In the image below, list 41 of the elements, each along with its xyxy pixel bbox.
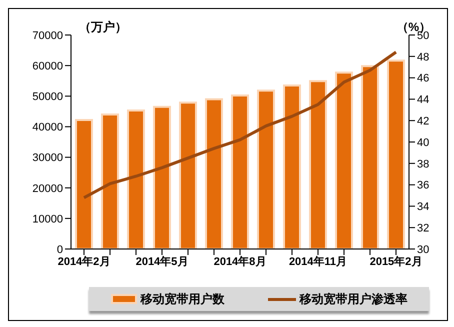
- bar: [361, 65, 379, 249]
- x-tick-label: 2014年8月: [214, 254, 266, 268]
- legend-label: 移动宽带用户渗透率: [300, 290, 408, 308]
- y2-tick-label: 30: [417, 244, 430, 256]
- y2-tick-label: 42: [417, 116, 430, 128]
- bar: [153, 106, 171, 249]
- bar: [75, 118, 93, 249]
- bar: [335, 72, 353, 249]
- y-tick-label: 70000: [32, 30, 63, 42]
- y2-tick-label: 50: [417, 30, 430, 42]
- y-tick-label: 30000: [32, 152, 63, 164]
- bar: [387, 60, 405, 249]
- bar: [127, 110, 145, 249]
- line-series: [82, 50, 398, 200]
- bar: [205, 98, 223, 249]
- y-axis-title: （万户）: [79, 19, 127, 36]
- y2-tick-label: 34: [417, 201, 430, 214]
- bar: [257, 90, 275, 249]
- y2-tick-label: 44: [417, 94, 430, 106]
- bar: [231, 94, 249, 249]
- y-tick-label: 40000: [32, 122, 63, 134]
- bar: [283, 84, 301, 249]
- y2-tick-label: 32: [417, 222, 430, 235]
- y2-tick-label: 38: [417, 158, 430, 170]
- bar: [179, 102, 197, 249]
- y2-tick-label: 48: [417, 51, 430, 64]
- bar: [101, 113, 119, 249]
- x-tick-label: 2015年2月: [370, 254, 422, 268]
- y-tick-label: 0: [56, 244, 63, 256]
- x-tick-label: 2014年2月: [58, 254, 110, 268]
- x-tick-label: 2014年11月: [288, 254, 348, 268]
- y-tick-label: 10000: [32, 213, 63, 226]
- bar: [309, 80, 327, 249]
- x-tick-label: 2014年5月: [136, 254, 188, 268]
- y-tick-label: 60000: [32, 60, 63, 72]
- y2-tick-label: 36: [417, 180, 430, 192]
- legend-label: 移动宽带用户数: [140, 290, 224, 308]
- y-tick-label: 20000: [32, 182, 63, 195]
- y2-tick-label: 40: [417, 136, 430, 149]
- y2-tick-label: 46: [417, 72, 430, 85]
- y-tick-label: 50000: [32, 91, 63, 104]
